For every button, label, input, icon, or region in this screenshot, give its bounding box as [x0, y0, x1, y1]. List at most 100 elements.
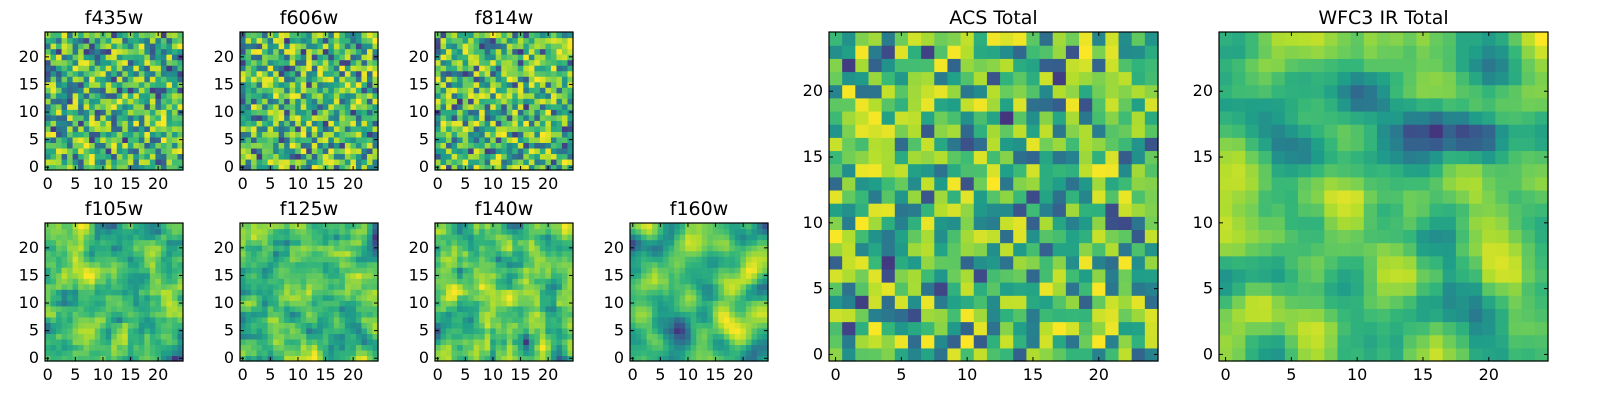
heatmap-cell [534, 136, 541, 143]
heatmap-cell [251, 289, 258, 296]
heatmap-cell [479, 98, 486, 105]
heatmap-cell [1039, 295, 1054, 309]
heatmap-cell [267, 81, 274, 88]
heatmap-cell [668, 300, 675, 307]
heatmap-cell [251, 228, 258, 235]
heatmap-cell [539, 239, 546, 246]
heatmap-cell [501, 305, 508, 312]
heatmap-cell [495, 344, 502, 351]
heatmap-cell [1039, 308, 1054, 323]
heatmap-cell [144, 43, 151, 50]
heatmap-cell [523, 267, 530, 274]
heatmap-cell [306, 125, 313, 132]
heatmap-cell [366, 81, 374, 88]
heatmap-cell [457, 76, 464, 83]
heatmap-cell [72, 147, 79, 155]
heatmap-cell [317, 158, 324, 166]
heatmap-cell [517, 250, 524, 257]
heatmap-cell [440, 338, 447, 346]
heatmap-cell [740, 272, 747, 279]
heatmap-cell [50, 311, 57, 318]
heatmap-cell [171, 98, 179, 105]
heatmap-cell [89, 294, 96, 301]
heatmap-cell [160, 272, 168, 279]
heatmap-cell [635, 289, 642, 296]
heatmap-cell [718, 294, 725, 301]
heatmap-cell [273, 147, 280, 155]
heatmap-cell [317, 87, 324, 94]
heatmap-cell [534, 131, 541, 138]
heatmap-cell [517, 70, 524, 77]
heatmap-cell [78, 311, 85, 318]
heatmap-cell [289, 300, 296, 307]
heatmap-cell [45, 250, 52, 257]
heatmap-cell [512, 283, 519, 290]
heatmap-cell [561, 261, 569, 268]
heatmap-cell [322, 256, 329, 263]
heatmap-cell [934, 216, 949, 230]
heatmap-cell [473, 322, 480, 329]
heatmap-cell [646, 267, 653, 274]
heatmap-cell [652, 272, 659, 279]
heatmap-cell [523, 87, 530, 94]
heatmap-cell [361, 228, 368, 235]
heatmap-cell [171, 278, 179, 285]
heatmap-cell [501, 70, 508, 77]
heatmap-cell [947, 295, 962, 309]
heatmap-cell [116, 158, 123, 166]
heatmap-cell [133, 43, 140, 50]
heatmap-cell [479, 142, 486, 149]
heatmap-cell [495, 158, 502, 166]
heatmap-cell [149, 131, 156, 138]
heatmap-cell [545, 158, 552, 166]
heatmap-cell [311, 147, 318, 155]
heatmap-cell [696, 278, 703, 285]
heatmap-cell [539, 164, 546, 171]
heatmap-cell [501, 322, 508, 329]
heatmap-cell [652, 311, 659, 318]
heatmap-cell [495, 234, 502, 241]
heatmap-cell [155, 305, 162, 312]
heatmap-cell [372, 344, 379, 351]
heatmap-cell [94, 344, 101, 351]
heatmap-cell [517, 158, 524, 166]
heatmap-cell [100, 153, 107, 160]
heatmap-cell [122, 59, 129, 66]
heatmap-cell [56, 142, 63, 149]
heatmap-cell [333, 234, 340, 241]
heatmap-cell [138, 147, 145, 155]
heatmap-cell [344, 228, 351, 235]
heatmap-cell [317, 223, 324, 230]
heatmap-cell [740, 333, 747, 340]
heatmap-cell [251, 59, 258, 66]
heatmap-cell [881, 347, 896, 362]
heatmap-cell [251, 239, 258, 246]
heatmap-cell [116, 355, 123, 362]
heatmap-cell [668, 322, 675, 329]
heatmap-cell [740, 300, 747, 307]
heatmap-cell [829, 282, 843, 296]
heatmap-cell [317, 59, 324, 66]
heatmap-cell [545, 153, 552, 160]
heatmap-cell [83, 125, 90, 132]
heatmap-cell [278, 120, 285, 127]
heatmap-cell [72, 120, 79, 127]
heatmap-cell [267, 250, 274, 257]
heatmap-cell [355, 87, 363, 94]
heatmap-cell [729, 239, 736, 246]
heatmap-cell [155, 59, 162, 66]
heatmap-cell [462, 109, 469, 116]
heatmap-cell [289, 289, 296, 296]
heatmap-cell [1144, 189, 1159, 204]
heatmap-cell [366, 43, 374, 50]
heatmap-cell [868, 321, 883, 336]
heatmap-cell [67, 120, 74, 127]
heatmap-cell [350, 59, 357, 66]
heatmap-cell [262, 131, 269, 138]
heatmap-cell [311, 164, 318, 171]
heatmap-cell [567, 333, 574, 340]
heatmap-cell [171, 344, 179, 351]
heatmap-cell [116, 114, 123, 121]
heatmap-cell [166, 131, 173, 138]
heatmap-cell [284, 223, 291, 230]
